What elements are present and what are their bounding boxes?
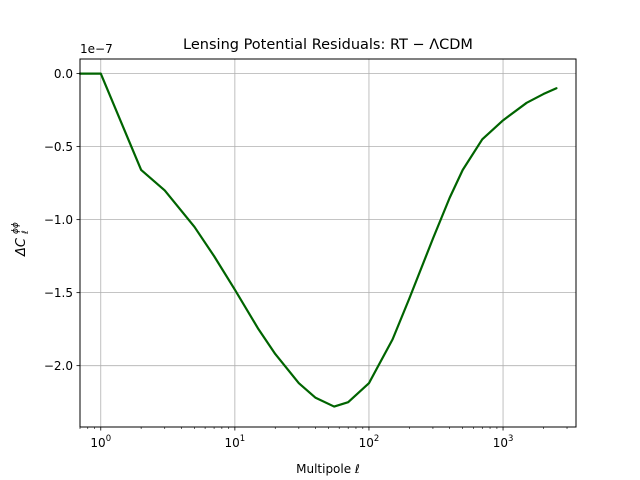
y-tick-label: −1.0 bbox=[44, 213, 73, 227]
x-tick-label-base: 10 bbox=[225, 436, 240, 450]
y-offset-text: 1e−7 bbox=[80, 42, 113, 56]
y-axis-label-sub: ℓ bbox=[21, 230, 31, 235]
y-tick-label: −1.5 bbox=[44, 286, 73, 300]
series-line bbox=[78, 72, 558, 408]
y-tick-label: −0.5 bbox=[44, 140, 73, 154]
y-axis-label: ΔC ℓ ϕϕ bbox=[11, 222, 31, 257]
y-tick-label: −2.0 bbox=[44, 359, 73, 373]
x-tick-label: 100 bbox=[90, 434, 111, 450]
y-axis-label-main: ΔC bbox=[14, 237, 29, 257]
x-tick-label-base: 10 bbox=[359, 436, 374, 450]
series-layer bbox=[78, 72, 558, 408]
x-tick-label-exponent: 1 bbox=[240, 434, 245, 444]
x-tick-label: 102 bbox=[359, 434, 380, 450]
x-tick-label-exponent: 0 bbox=[106, 434, 111, 444]
chart-title: Lensing Potential Residuals: RT − ΛCDM bbox=[183, 37, 473, 53]
x-tick-label: 101 bbox=[225, 434, 246, 450]
x-tick-label-base: 10 bbox=[90, 436, 105, 450]
plot-frame bbox=[79, 58, 577, 428]
x-tick-label-exponent: 3 bbox=[508, 434, 513, 444]
y-tick-label: 0.0 bbox=[54, 67, 73, 81]
grid bbox=[80, 59, 576, 427]
x-tick-label: 103 bbox=[493, 434, 514, 450]
x-axis-label: Multipole ℓ bbox=[296, 462, 360, 476]
x-tick-label-base: 10 bbox=[493, 436, 508, 450]
x-tick-label-exponent: 2 bbox=[374, 434, 379, 444]
y-axis-label-sup: ϕϕ bbox=[11, 222, 21, 234]
